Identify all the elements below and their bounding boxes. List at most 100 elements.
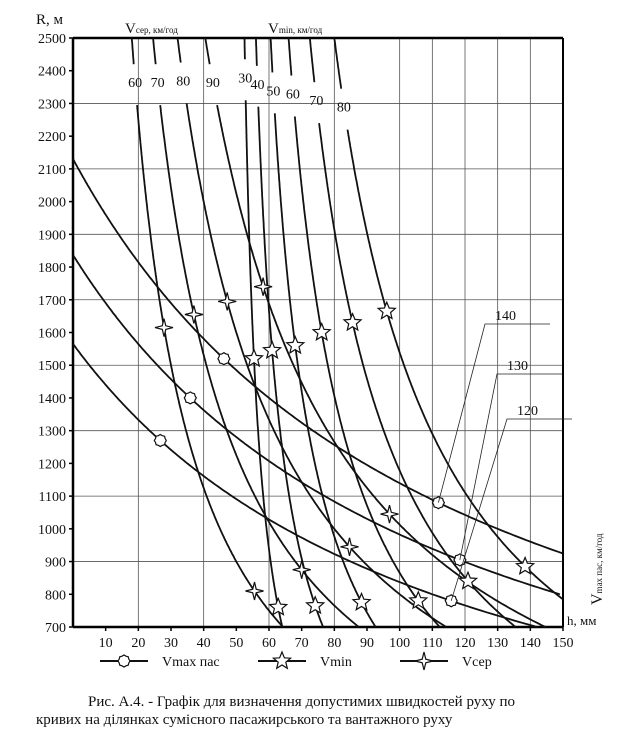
y-tick-label: 800 (45, 588, 66, 603)
y-tick-label: 1500 (38, 359, 66, 374)
marker-vcer-90 (380, 504, 399, 524)
legend-label-vmin: Vmin (320, 655, 352, 670)
marker-vcer-80 (340, 537, 359, 556)
subscript: сер, км/год (136, 25, 178, 35)
curve-label-vcer-60: 60 (128, 76, 142, 91)
y-tick-label: 2300 (38, 97, 66, 112)
curve-vcer-70 (152, 37, 157, 65)
y-tick-label: 2500 (38, 32, 66, 47)
vcer-group-label: Vсер, км/год (125, 21, 178, 37)
y-tick-label: 1000 (38, 523, 66, 538)
curve-vmin-30 (244, 100, 284, 628)
curve-vcer-80 (185, 103, 447, 628)
speed-chart: 2500 2400 2300 2200 2100 2000 1900 1800 1700 1600… (36, 12, 606, 671)
x-tick-label: 140 (520, 636, 541, 651)
y-tick-label: 1100 (39, 490, 66, 505)
curve-label-vmin-70: 70 (309, 94, 323, 109)
curve-vcer-90 (204, 37, 211, 65)
marker-vmin-30 (268, 596, 289, 616)
curve-label-vcer-80: 80 (176, 75, 190, 90)
x-tick-label: 100 (389, 636, 410, 651)
curve-vmax-140 (72, 158, 563, 555)
curve-label-vcer-90: 90 (206, 76, 220, 91)
marker-vmin-80 (376, 300, 397, 320)
marker-vmin-40 (305, 595, 326, 615)
x-tick-label: 110 (422, 636, 442, 651)
x-tick-label: 80 (327, 636, 341, 651)
x-axis-label: h, мм (567, 613, 596, 628)
x-tick-label: 70 (295, 636, 309, 651)
marker-vcer-90 (253, 277, 273, 296)
vmax-label-130: 130 (507, 359, 528, 374)
x-tick-label: 60 (262, 636, 276, 651)
curve-vcer-70 (159, 104, 360, 628)
y-tick-label: 700 (45, 621, 66, 636)
vmax-label-120: 120 (517, 404, 538, 419)
curve-vmin-50 (273, 113, 377, 628)
curve-vcer-90 (216, 104, 546, 628)
y-tick-label: 1300 (38, 425, 66, 440)
x-tick-label: 30 (164, 636, 178, 651)
marker-vmax-120 (153, 433, 167, 448)
curve-vmin-70 (318, 122, 517, 628)
leader-line-130 (459, 373, 562, 560)
x-tick-label: 20 (131, 636, 145, 651)
curve-vcer-60 (136, 105, 284, 628)
x-tick-label: 120 (455, 636, 476, 651)
x-tick-label: 130 (487, 636, 508, 651)
marker-vmin-70 (457, 570, 479, 590)
x-tick-label: 10 (99, 636, 113, 651)
curve-vmin-40 (255, 37, 258, 66)
curve-vcer-80 (176, 37, 182, 63)
y-tick-label: 1200 (38, 457, 66, 472)
marker-vmin-30 (243, 348, 264, 368)
curve-vmin-60 (293, 116, 441, 628)
y-tick-label: 900 (45, 556, 66, 571)
y-axis-label: R, м (36, 12, 64, 28)
marker-vmin-50 (351, 591, 372, 611)
marker-vcer-70 (292, 560, 311, 579)
curve-label-vmin-30: 30 (238, 71, 252, 86)
x-tick-label: 40 (197, 636, 211, 651)
y-tick-label: 1700 (38, 294, 66, 309)
y-tick-label: 1800 (38, 261, 66, 276)
marker-vmax-130 (183, 391, 198, 405)
y-tick-label: 1900 (38, 228, 66, 243)
marker-vmin-60 (408, 590, 429, 610)
x-tick-label: 50 (229, 636, 243, 651)
legend-marker-vmin (271, 650, 293, 670)
vmax-label-140: 140 (495, 309, 516, 324)
marker-vmax-140 (217, 352, 231, 366)
figure-caption: Рис. А.4. - Графік для визначення допуст… (36, 693, 606, 729)
marker-vmin-60 (311, 321, 332, 342)
caption-line-2: кривих на ділянках сумісного пасажирсько… (36, 712, 453, 728)
leader-line-120 (450, 418, 572, 601)
curve-label-vmin-80: 80 (337, 101, 351, 116)
curve-vmin-80 (333, 37, 343, 89)
y-tick-label: 2400 (38, 65, 66, 80)
marker-vmin-70 (342, 312, 363, 332)
curve-vmax-120 (72, 343, 538, 628)
curve-vmin-70 (308, 37, 316, 83)
curve-vmin-60 (287, 37, 293, 76)
y-tick-label: 1600 (38, 327, 66, 342)
marker-vmin-80 (514, 555, 536, 575)
y-tick-label: 1400 (38, 392, 66, 407)
caption-line-1: Рис. А.4. - Графік для визначення допуст… (88, 694, 515, 710)
marker-vcer-70 (184, 305, 204, 324)
marker-vcer-60 (245, 581, 264, 601)
x-tick-label: 150 (553, 636, 574, 651)
curve-label-vmin-50: 50 (266, 84, 280, 99)
marker-vmin-40 (261, 339, 283, 360)
subscript: max пас, км/год (594, 533, 604, 593)
y-tick-label: 2100 (38, 163, 66, 178)
legend-label-vmax: Vmax пас (162, 655, 220, 670)
legend-label-vcer: Vсер (462, 655, 492, 670)
curve-vmin-50 (269, 37, 274, 73)
legend-marker-vmax (117, 654, 131, 668)
curve-vmax-130 (72, 255, 561, 596)
curve-label-vmin-60: 60 (286, 88, 300, 103)
vmax-group-label: Vmax пас, км/год (589, 533, 606, 605)
marker-vcer-80 (218, 292, 237, 311)
leader-line-140 (437, 323, 550, 503)
